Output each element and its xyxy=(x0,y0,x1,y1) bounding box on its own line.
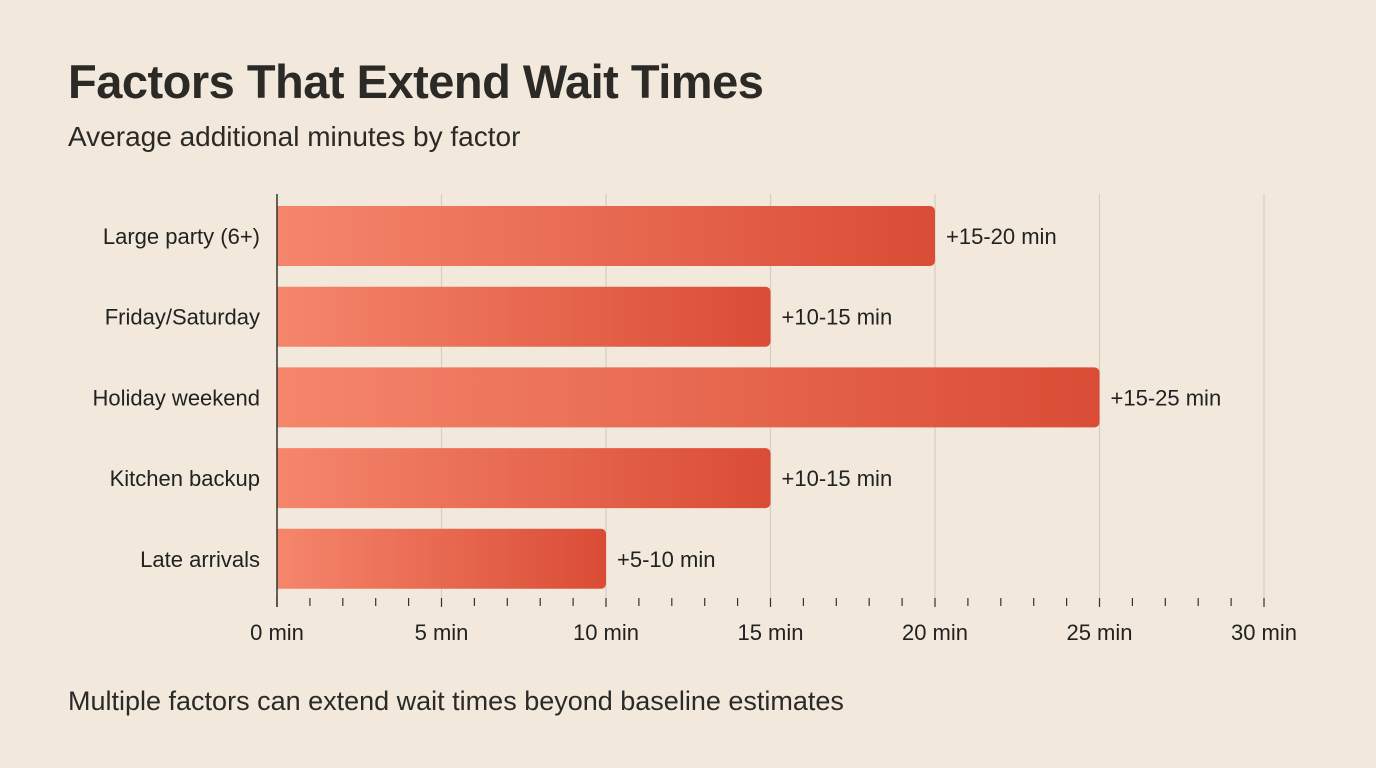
category-label: Holiday weekend xyxy=(92,385,260,410)
bar xyxy=(277,367,1100,428)
bar xyxy=(277,448,771,509)
x-tick-label: 15 min xyxy=(737,620,803,645)
category-label: Large party (6+) xyxy=(103,224,260,249)
x-tick-label: 25 min xyxy=(1066,620,1132,645)
chart-title: Factors That Extend Wait Times xyxy=(68,55,764,108)
bar xyxy=(277,206,935,266)
x-tick-label: 0 min xyxy=(250,620,304,645)
bar xyxy=(277,286,771,347)
data-label: +15-25 min xyxy=(1111,385,1222,410)
data-label: +10-15 min xyxy=(782,466,893,491)
data-label: +10-15 min xyxy=(782,305,893,330)
category-label: Late arrivals xyxy=(140,547,260,572)
x-tick-label: 20 min xyxy=(902,620,968,645)
data-label: +5-10 min xyxy=(617,547,715,572)
chart-footnote: Multiple factors can extend wait times b… xyxy=(68,686,844,716)
chart-subtitle: Average additional minutes by factor xyxy=(68,121,521,152)
category-label: Kitchen backup xyxy=(110,466,260,491)
data-label: +15-20 min xyxy=(946,224,1057,249)
category-label: Friday/Saturday xyxy=(105,305,260,330)
x-tick-label: 30 min xyxy=(1231,620,1297,645)
bar xyxy=(277,528,606,589)
x-tick-label: 5 min xyxy=(415,620,469,645)
x-tick-label: 10 min xyxy=(573,620,639,645)
